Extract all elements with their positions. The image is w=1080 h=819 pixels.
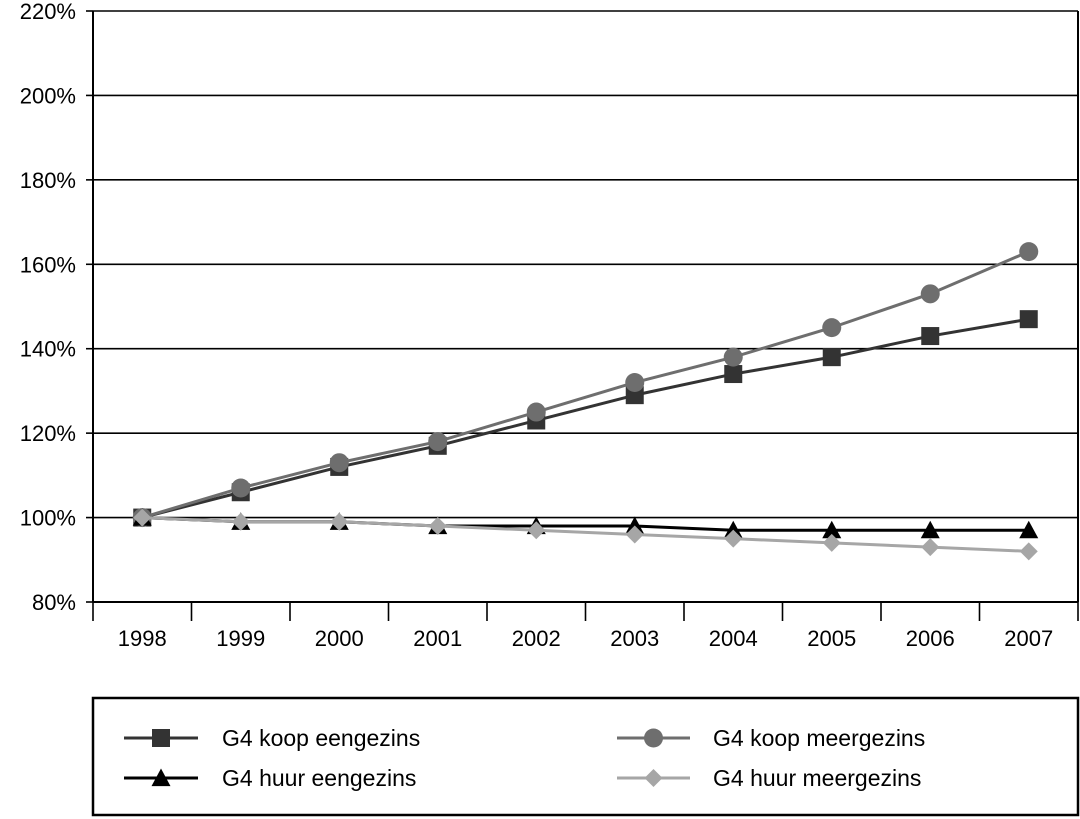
series-line-g4-huur-meergezins [142,516,1029,553]
data-point-g4-huur-eengezins-2007 [1019,520,1039,539]
legend-marker-g4-koop-meergezins [644,728,663,748]
legend-label-g4-huur-meergezins: G4 huur meergezins [713,765,921,791]
series-line-g4-koop-meergezins [141,250,1030,520]
data-point-g4-koop-meergezins-2004 [723,347,743,367]
series-line-g4-koop-eengezins [141,317,1030,520]
legend-marker-g4-huur-meergezins [644,769,663,787]
legend-marker-g4-huur-eengezins [151,768,171,787]
xtick-label-2003: 2003 [610,626,659,651]
xtick-label-2000: 2000 [315,626,364,651]
xtick-label-2001: 2001 [413,626,462,651]
data-point-g4-koop-eengezins-2005 [822,348,841,367]
legend-item-g4-koop-eengezins: G4 koop eengezins [124,725,420,751]
data-point-g4-huur-meergezins-2003 [625,525,644,544]
legend-item-g4-koop-meergezins: G4 koop meergezins [617,725,925,751]
data-point-g4-huur-meergezins-2007 [1019,542,1038,561]
series-group [132,242,1039,561]
legend-label-g4-huur-eengezins: G4 huur eengezins [222,765,416,791]
xtick-label-2007: 2007 [1004,626,1053,651]
data-point-g4-koop-meergezins-2002 [526,402,546,422]
data-point-g4-koop-meergezins-2007 [1019,242,1039,262]
xtick-label-1999: 1999 [216,626,265,651]
grid-lines [93,10,1078,603]
data-point-g4-koop-eengezins-2007 [1019,310,1038,329]
data-point-g4-koop-meergezins-1999 [231,478,251,498]
data-point-g4-koop-eengezins-2004 [724,365,743,384]
series-g4-koop-meergezins [132,242,1039,528]
data-point-g4-huur-meergezins-2001 [428,517,447,536]
data-point-g4-koop-meergezins-2001 [428,432,448,452]
ytick-label-80: 80% [32,590,76,615]
data-point-g4-huur-meergezins-2005 [822,533,841,552]
ytick-label-140: 140% [20,337,76,362]
data-point-g4-huur-eengezins-2004 [723,520,743,539]
legend-label-g4-koop-meergezins: G4 koop meergezins [713,725,925,751]
plot-frame [92,11,1079,603]
ytick-label-160: 160% [20,252,76,277]
series-line-g4-huur-eengezins [142,516,1029,532]
xtick-label-2002: 2002 [512,626,561,651]
x-axis-ticks: 1998 1999 2000 2001 2002 2003 2004 2005 2006 2007 [92,602,1079,651]
legend: G4 koop eengezins G4 koop meergezins G4 hu… [91,696,1080,817]
ytick-label-120: 120% [20,421,76,446]
ytick-label-220: 220% [20,0,76,24]
legend-label-g4-koop-eengezins: G4 koop eengezins [222,725,420,751]
series-g4-huur-meergezins [133,508,1038,561]
legend-box [91,696,1080,817]
legend-item-g4-huur-eengezins: G4 huur eengezins [124,765,416,791]
xtick-label-1998: 1998 [118,626,167,651]
ytick-label-180: 180% [20,168,76,193]
data-point-g4-huur-eengezins-2006 [920,520,940,539]
data-point-g4-huur-meergezins-1998 [133,508,152,527]
y-axis-ticks: 80% 100% 120% 140% 160% 180% 200% 220% [20,0,93,615]
ytick-label-100: 100% [20,506,76,531]
legend-item-g4-huur-meergezins: G4 huur meergezins [617,765,921,791]
data-point-g4-koop-meergezins-2003 [625,372,645,392]
data-point-g4-huur-meergezins-2002 [527,521,546,540]
data-point-g4-huur-eengezins-2005 [822,520,842,539]
data-point-g4-koop-meergezins-2006 [920,284,940,304]
data-point-g4-huur-meergezins-1999 [231,512,250,531]
xtick-label-2005: 2005 [807,626,856,651]
data-point-g4-huur-meergezins-2000 [330,512,349,531]
data-point-g4-huur-meergezins-2006 [921,538,940,557]
legend-marker-g4-koop-eengezins [152,729,170,747]
data-point-g4-huur-meergezins-2004 [724,529,743,548]
data-point-g4-huur-eengezins-2003 [625,516,645,535]
ytick-label-200: 200% [20,83,76,108]
xtick-label-2006: 2006 [906,626,955,651]
series-g4-koop-eengezins [133,310,1038,527]
data-point-g4-koop-meergezins-2000 [329,453,349,473]
xtick-label-2004: 2004 [709,626,758,651]
data-point-g4-koop-meergezins-2005 [822,318,842,338]
data-point-g4-koop-eengezins-2006 [921,327,940,346]
